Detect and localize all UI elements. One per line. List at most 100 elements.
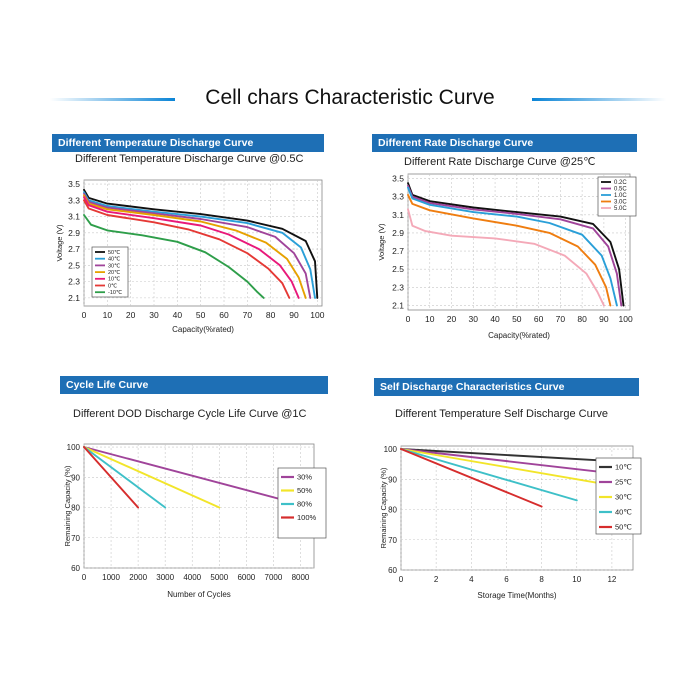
y-tick-label: 2.7 xyxy=(392,246,404,256)
x-tick-label: 10 xyxy=(572,575,581,584)
y-tick-label: 2.3 xyxy=(392,282,404,292)
y-tick-label: 90 xyxy=(388,475,397,484)
legend-label: 0.5C xyxy=(614,187,627,193)
series-line xyxy=(83,188,319,299)
x-tick-label: 10 xyxy=(425,314,435,324)
x-tick-label: 3000 xyxy=(156,573,174,582)
y-tick-label: 2.7 xyxy=(68,244,80,254)
x-tick-label: 100 xyxy=(310,310,324,320)
cycle-life-chart: 0 1000 2000 3000 4000 5000 6000 7000 8000 60 70 80 9… xyxy=(63,443,327,599)
series-line xyxy=(83,199,291,299)
plot-area xyxy=(400,445,634,571)
panel-header: Self Discharge Characteristics Curve xyxy=(374,378,639,396)
x-tick-label: 60 xyxy=(219,310,229,320)
series-line xyxy=(83,194,307,299)
x-tick-label: 0 xyxy=(82,573,87,582)
y-tick-label: 2.9 xyxy=(68,228,80,238)
legend-label: 20℃ xyxy=(108,270,121,276)
y-tick-label: 2.9 xyxy=(392,228,404,238)
x-tick-label: 12 xyxy=(607,575,616,584)
panel-header: Different Rate Discharge Curve xyxy=(372,134,637,152)
x-tick-label: 4000 xyxy=(183,573,201,582)
y-tick-label: 3.5 xyxy=(392,174,404,184)
y-axis-label: Remaining Capacity (%) xyxy=(63,465,72,546)
x-tick-label: 20 xyxy=(447,314,457,324)
self-discharge-panel: Self Discharge Characteristics Curve Dif… xyxy=(374,378,674,628)
x-axis-label: Capacity(%rated) xyxy=(172,325,234,334)
legend-label: 50% xyxy=(297,486,312,495)
series-line xyxy=(83,446,167,509)
series-line xyxy=(83,214,265,299)
y-tick-label: 60 xyxy=(71,564,80,573)
chart-title: Different Temperature Self Discharge Cur… xyxy=(395,408,608,420)
series-line xyxy=(407,193,612,307)
x-tick-label: 5000 xyxy=(210,573,228,582)
y-tick-label: 80 xyxy=(71,504,80,513)
x-axis-label: Storage Time(Months) xyxy=(477,591,556,600)
x-tick-label: 8000 xyxy=(292,573,310,582)
chart-title: Different DOD Discharge Cycle Life Curve… xyxy=(73,408,307,420)
series-line xyxy=(83,446,302,506)
x-tick-label: 0 xyxy=(82,310,87,320)
series-line xyxy=(407,182,625,307)
x-tick-label: 6000 xyxy=(237,573,255,582)
x-tick-label: 80 xyxy=(577,314,587,324)
y-tick-label: 2.1 xyxy=(68,293,80,303)
legend-label: 100% xyxy=(297,513,317,522)
x-tick-label: 100 xyxy=(619,314,633,324)
x-tick-label: 20 xyxy=(126,310,136,320)
series-line xyxy=(400,448,613,487)
y-tick-label: 2.3 xyxy=(68,277,80,287)
x-tick-label: 90 xyxy=(289,310,299,320)
x-tick-label: 10 xyxy=(103,310,113,320)
legend-label: -10℃ xyxy=(108,290,123,296)
x-tick-label: 2000 xyxy=(129,573,147,582)
x-tick-label: 8 xyxy=(539,575,544,584)
y-tick-label: 3.3 xyxy=(392,192,404,202)
x-axis-label: Number of Cycles xyxy=(167,590,231,599)
series-line xyxy=(83,446,140,509)
legend-label: 3.0C xyxy=(614,200,627,206)
y-axis-label: Voltage (V) xyxy=(377,223,386,261)
y-tick-label: 80 xyxy=(388,506,397,515)
x-tick-label: 50 xyxy=(512,314,522,324)
series-line xyxy=(83,192,312,299)
legend-label: 30% xyxy=(297,473,312,482)
title-divider-right xyxy=(532,98,666,101)
x-tick-label: 60 xyxy=(534,314,544,324)
y-tick-label: 3.1 xyxy=(392,210,404,220)
legend-label: 0.2C xyxy=(614,180,627,186)
x-tick-label: 50 xyxy=(196,310,206,320)
series-line xyxy=(407,208,605,307)
x-tick-label: 40 xyxy=(173,310,183,320)
y-tick-label: 3.3 xyxy=(68,195,80,205)
legend-label: 10℃ xyxy=(108,277,121,283)
legend-label: 40℃ xyxy=(108,257,121,263)
x-tick-label: 30 xyxy=(469,314,479,324)
chart-title: Different Rate Discharge Curve @25℃ xyxy=(404,156,596,168)
x-tick-label: 1000 xyxy=(102,573,120,582)
page-title: Cell chars Characteristic Curve xyxy=(205,86,495,109)
series-line xyxy=(83,446,221,509)
rate-discharge-chart: 0 10 20 30 40 50 60 70 80 90 100 2.1 2.3 2.5 2.7 2.9 3.1… xyxy=(377,174,637,340)
y-tick-label: 2.5 xyxy=(68,260,80,270)
y-axis-label: Remaining Capacity (%) xyxy=(379,467,388,548)
x-tick-label: 4 xyxy=(469,575,474,584)
x-tick-label: 6 xyxy=(504,575,509,584)
y-tick-label: 90 xyxy=(71,473,80,482)
y-tick-label: 70 xyxy=(71,534,80,543)
y-tick-label: 3.5 xyxy=(68,179,80,189)
cycle-life-panel: Cycle Life Curve Different DOD Discharge… xyxy=(60,376,360,626)
y-axis-label: Voltage (V) xyxy=(55,224,64,262)
y-tick-label: 100 xyxy=(67,443,81,452)
legend-label: 5.0C xyxy=(614,206,627,212)
y-tick-label: 100 xyxy=(384,445,398,454)
x-tick-label: 90 xyxy=(599,314,609,324)
x-tick-label: 30 xyxy=(149,310,159,320)
series-line xyxy=(400,448,613,463)
y-tick-label: 70 xyxy=(388,536,397,545)
series-line xyxy=(400,448,578,502)
legend-label: 50℃ xyxy=(615,523,632,532)
x-tick-label: 0 xyxy=(406,314,411,324)
legend-label: 0℃ xyxy=(108,283,118,289)
